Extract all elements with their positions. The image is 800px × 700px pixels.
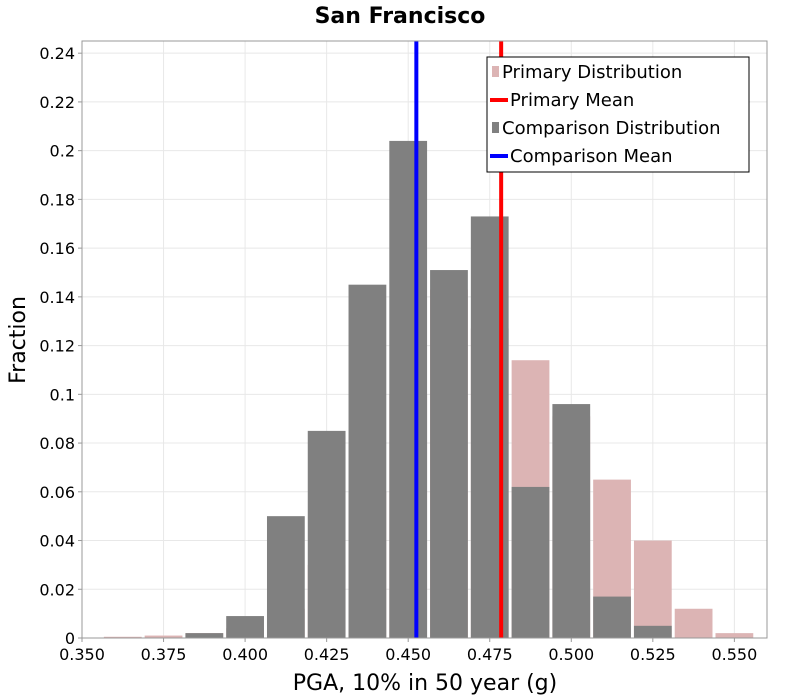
y-tick-label: 0.02: [39, 580, 75, 599]
comparison-distribution-bar: [266, 516, 305, 638]
legend-label-comparison-mean: Comparison Mean: [510, 146, 673, 167]
y-tick-label: 0.24: [39, 44, 75, 63]
y-tick-label: 0.22: [39, 93, 75, 112]
x-tick-label: 0.550: [711, 645, 757, 664]
x-tick-label: 0.525: [630, 645, 676, 664]
y-axis-label: Fraction: [6, 296, 31, 384]
x-tick-label: 0.350: [59, 645, 105, 664]
y-tick-label: 0.06: [39, 483, 75, 502]
comparison-distribution-bar: [430, 270, 468, 638]
x-tick-label: 0.375: [141, 645, 187, 664]
x-tick-label: 0.475: [467, 645, 513, 664]
comparison-distribution-bar: [185, 633, 224, 638]
y-tick-label: 0.1: [50, 385, 75, 404]
legend-label-primary-distribution: Primary Distribution: [502, 62, 682, 83]
x-tick-label: 0.450: [385, 645, 431, 664]
primary-distribution-bar: [144, 635, 183, 638]
y-tick-label: 0.12: [39, 337, 75, 356]
y-tick-label: 0.08: [39, 434, 75, 453]
legend-label-comparison-distribution: Comparison Distribution: [502, 118, 721, 139]
x-tick-label: 0.500: [548, 645, 594, 664]
comparison-distribution-bar: [633, 625, 672, 638]
plot-frame: [81, 40, 768, 639]
legend-swatch-comparison-distribution: [492, 122, 499, 133]
primary-distribution-bar: [633, 540, 672, 638]
x-tick-label: 0.400: [222, 645, 268, 664]
legend-box: [486, 56, 750, 173]
primary-distribution-bar: [103, 636, 142, 638]
x-axis-ticks: 0.350 0.375 0.400 0.425 0.450 0.475 0.500 0.525…: [59, 638, 757, 664]
y-tick-label: 0.2: [50, 142, 75, 161]
x-axis-label: PGA, 10% in 50 year (g): [293, 671, 557, 696]
primary-distribution-bar: [674, 608, 713, 638]
legend-swatch-primary-distribution: [492, 66, 499, 77]
comparison-distribution-bar: [511, 486, 550, 638]
y-tick-label: 0.18: [39, 190, 75, 209]
comparison-distribution-bar: [307, 430, 346, 638]
comparison-distribution-bar: [226, 616, 264, 638]
legend-label-primary-mean: Primary Mean: [510, 90, 634, 111]
primary-bars: [103, 289, 754, 638]
y-tick-label: 0.04: [39, 532, 75, 551]
comparison-distribution-bar: [348, 284, 387, 638]
primary-distribution-bar: [715, 633, 754, 638]
comparison-distribution-bar: [593, 596, 631, 638]
legend: Primary Distribution Primary Mean Compar…: [486, 56, 750, 173]
y-tick-label: 0.14: [39, 288, 75, 307]
x-tick-label: 0.425: [304, 645, 350, 664]
comparison-distribution-bar: [389, 140, 428, 638]
comparison-distribution-bar: [552, 404, 591, 638]
chart-title: San Francisco: [315, 4, 486, 29]
y-tick-label: 0.16: [39, 239, 75, 258]
y-axis-ticks: 0 0.02 0.04 0.06 0.08 0.1 0.12 0.14 0.16 0.18 0.2 0…: [39, 44, 82, 648]
y-tick-label: 0: [65, 629, 75, 648]
